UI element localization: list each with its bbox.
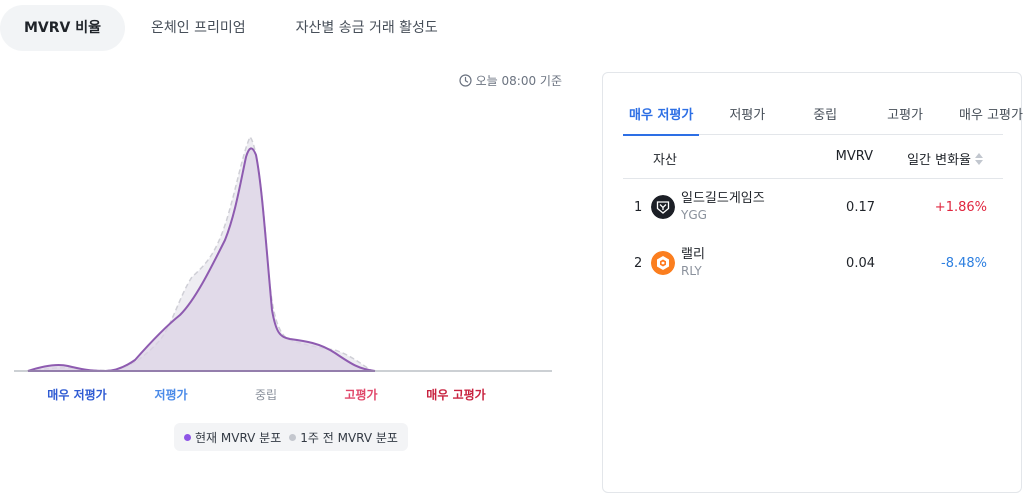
tab-mvrv-ratio[interactable]: MVRV 비율 bbox=[0, 5, 126, 51]
table-row[interactable]: 1 일드길드게임즈 YGG 0.17 +1.86% bbox=[623, 179, 1003, 235]
row-daily-change: +1.86% bbox=[934, 200, 987, 215]
row-mvrv: 0.17 bbox=[846, 200, 875, 215]
panel-tab-very-undervalued[interactable]: 매우 저평가 bbox=[623, 103, 700, 136]
chart-legend: 현재 MVRV 분포 1주 전 MVRV 분포 bbox=[174, 423, 408, 451]
legend-current-label: 현재 MVRV 분포 bbox=[195, 430, 282, 445]
tab-onchain-premium[interactable]: 온체인 프리미엄 bbox=[151, 20, 246, 36]
legend-previous-dot bbox=[289, 433, 297, 441]
mvrv-distribution-chart bbox=[14, 135, 552, 373]
header-mvrv: MVRV bbox=[835, 149, 873, 164]
update-timestamp: 오늘 08:00 기준 bbox=[459, 72, 562, 89]
zone-label-very-undervalued: 매우 저평가 bbox=[47, 388, 107, 402]
ygg-logo-icon bbox=[651, 195, 675, 219]
table-header: 자산 MVRV 일간 변화율 bbox=[623, 135, 1003, 179]
row-mvrv: 0.04 bbox=[846, 256, 875, 271]
header-daily-change-label: 일간 변화율 bbox=[907, 153, 971, 168]
clock-icon bbox=[459, 74, 472, 87]
asset-list-panel: 매우 저평가 저평가 중립 고평가 매우 고평가 자산 MVRV 일간 변화율 … bbox=[602, 72, 1023, 493]
row-asset-name: 랠리 bbox=[681, 247, 705, 262]
header-asset: 자산 bbox=[653, 153, 677, 168]
table-row[interactable]: 2 랠리 RLY 0.04 -8.48% bbox=[623, 235, 1003, 291]
current-distribution-area bbox=[27, 147, 376, 373]
row-asset-symbol: RLY bbox=[681, 264, 702, 278]
row-asset-name: 일드길드게임즈 bbox=[681, 191, 765, 206]
legend-previous: 1주 전 MVRV 분포 bbox=[289, 429, 398, 446]
zone-label-neutral: 중립 bbox=[254, 388, 278, 402]
panel-tabs: 매우 저평가 저평가 중립 고평가 매우 고평가 bbox=[623, 103, 1023, 136]
legend-current: 현재 MVRV 분포 bbox=[184, 429, 281, 446]
header-daily-change[interactable]: 일간 변화율 bbox=[907, 149, 983, 168]
panel-tab-very-overvalued[interactable]: 매우 고평가 bbox=[959, 108, 1023, 123]
zone-label-undervalued: 저평가 bbox=[154, 388, 188, 402]
panel-tab-overvalued[interactable]: 고평가 bbox=[887, 108, 924, 123]
row-daily-change: -8.48% bbox=[941, 256, 987, 271]
legend-previous-label: 1주 전 MVRV 분포 bbox=[300, 430, 398, 445]
sort-icon[interactable] bbox=[975, 152, 983, 165]
panel-tab-neutral[interactable]: 중립 bbox=[813, 108, 838, 123]
top-tabs: MVRV 비율 온체인 프리미엄 자산별 송금 거래 활성도 bbox=[0, 5, 462, 51]
row-asset-symbol: YGG bbox=[681, 208, 707, 222]
panel-tab-undervalued[interactable]: 저평가 bbox=[729, 108, 766, 123]
zone-label-overvalued: 고평가 bbox=[344, 388, 378, 402]
tab-transfer-activity[interactable]: 자산별 송금 거래 활성도 bbox=[295, 20, 438, 36]
zone-labels: 매우 저평가 저평가 중립 고평가 매우 고평가 bbox=[0, 386, 560, 402]
rly-logo-icon bbox=[651, 251, 675, 275]
legend-current-dot bbox=[184, 433, 191, 441]
timestamp-text: 오늘 08:00 기준 bbox=[475, 74, 562, 88]
zone-label-very-overvalued: 매우 고평가 bbox=[426, 388, 486, 402]
row-rank: 1 bbox=[634, 200, 643, 215]
row-rank: 2 bbox=[634, 256, 643, 271]
